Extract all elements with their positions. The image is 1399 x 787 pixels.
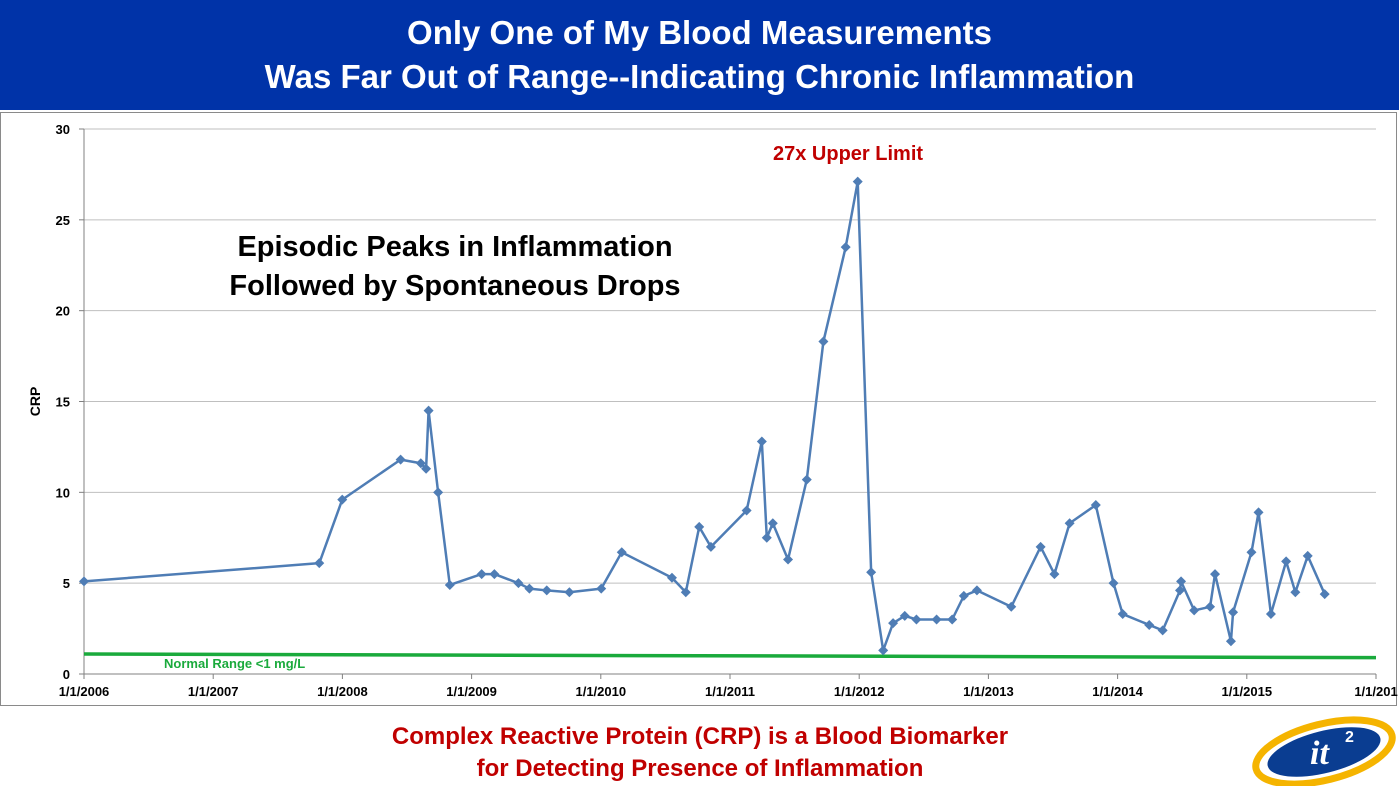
crp-data-point bbox=[958, 590, 969, 601]
x-tick-label: 1/1/2013 bbox=[963, 684, 1014, 699]
crp-data-point bbox=[1157, 625, 1168, 636]
crp-data-point bbox=[947, 614, 958, 625]
peak-annotation: 27x Upper Limit bbox=[773, 143, 924, 165]
crp-data-point bbox=[395, 454, 406, 465]
crp-data-point bbox=[1064, 518, 1075, 529]
crp-data-point bbox=[314, 558, 325, 569]
y-tick-label: 5 bbox=[63, 576, 70, 591]
x-tick-label: 1/1/2010 bbox=[575, 684, 626, 699]
title-bar: Only One of My Blood Measurements Was Fa… bbox=[0, 0, 1399, 110]
crp-data-point bbox=[1176, 576, 1187, 587]
crp-data-point bbox=[1205, 601, 1216, 612]
crp-data-point bbox=[1281, 556, 1292, 567]
crp-data-point bbox=[931, 614, 942, 625]
y-tick-label: 25 bbox=[56, 213, 70, 228]
episodic-line-2: Followed by Spontaneous Drops bbox=[229, 270, 681, 302]
y-tick-label: 15 bbox=[56, 395, 70, 410]
title-line-2: Was Far Out of Range--Indicating Chronic… bbox=[264, 58, 1135, 95]
it2-logo: it 2 bbox=[1252, 716, 1396, 786]
y-axis-label: CRP bbox=[27, 387, 43, 417]
crp-data-point bbox=[852, 176, 863, 187]
crp-data-point bbox=[524, 583, 535, 594]
crp-data-point bbox=[513, 578, 524, 589]
x-tick-label: 1/1/2012 bbox=[834, 684, 885, 699]
crp-data-point bbox=[1049, 569, 1060, 580]
y-tick-label: 30 bbox=[56, 122, 70, 137]
crp-data-point bbox=[666, 572, 677, 583]
title-line-1: Only One of My Blood Measurements bbox=[407, 14, 992, 51]
crp-data-point bbox=[1090, 500, 1101, 511]
crp-data-point bbox=[1225, 636, 1236, 647]
crp-data-point bbox=[616, 547, 627, 558]
crp-data-point bbox=[1006, 601, 1017, 612]
crp-data-point bbox=[680, 587, 691, 598]
crp-data-point bbox=[1035, 541, 1046, 552]
episodic-annotation: Episodic Peaks in Inflammation Followed … bbox=[190, 228, 720, 306]
caption-line-1: Complex Reactive Protein (CRP) is a Bloo… bbox=[391, 723, 1009, 750]
crp-data-point bbox=[1144, 619, 1155, 630]
crp-data-point bbox=[423, 405, 434, 416]
logo-text: it bbox=[1310, 735, 1330, 772]
x-tick-label: 1/1/2009 bbox=[446, 684, 497, 699]
logo-core bbox=[1267, 727, 1381, 777]
crp-data-point bbox=[866, 567, 877, 578]
crp-data-point bbox=[1265, 609, 1276, 620]
crp-data-point bbox=[694, 521, 705, 532]
x-tick-label: 1/1/2007 bbox=[188, 684, 239, 699]
crp-data-point bbox=[421, 463, 432, 474]
crp-data-point bbox=[761, 532, 772, 543]
crp-data-point bbox=[444, 579, 455, 590]
crp-data-point bbox=[818, 336, 829, 347]
chart-frame bbox=[0, 112, 1397, 706]
crp-data-point bbox=[878, 645, 889, 656]
crp-data-point bbox=[564, 587, 575, 598]
crp-data-point bbox=[971, 585, 982, 596]
episodic-line-1: Episodic Peaks in Inflammation bbox=[237, 231, 673, 263]
x-tick-label: 1/1/2008 bbox=[317, 684, 368, 699]
crp-data-point bbox=[415, 458, 426, 469]
crp-data-point bbox=[1175, 585, 1186, 596]
crp-data-point bbox=[596, 583, 607, 594]
caption-line-2: for Detecting Presence of Inflammation bbox=[476, 755, 924, 782]
crp-data-point bbox=[433, 487, 444, 498]
crp-data-point bbox=[911, 614, 922, 625]
x-tick-label: 1/1/2006 bbox=[59, 684, 110, 699]
crp-data-point bbox=[767, 518, 778, 529]
crp-data-point bbox=[337, 494, 348, 505]
crp-data-point bbox=[783, 554, 794, 565]
crp-data-point bbox=[1210, 569, 1221, 580]
y-tick-label: 20 bbox=[56, 304, 70, 319]
crp-data-point bbox=[79, 576, 89, 587]
crp-data-point bbox=[1253, 507, 1264, 518]
crp-data-point bbox=[840, 242, 851, 253]
crp-data-point bbox=[801, 474, 812, 485]
crp-data-point bbox=[1290, 587, 1301, 598]
crp-data-point bbox=[1302, 550, 1313, 561]
crp-data-point bbox=[756, 436, 767, 447]
crp-data-point bbox=[1189, 605, 1200, 616]
crp-data-point bbox=[1319, 589, 1330, 600]
crp-data-point bbox=[741, 505, 752, 516]
normal-range-line bbox=[83, 652, 1377, 660]
crp-data-point bbox=[888, 618, 899, 629]
y-tick-label: 0 bbox=[63, 667, 70, 682]
crp-data-point bbox=[1246, 547, 1257, 558]
x-tick-label: 1/1/201 bbox=[1354, 684, 1397, 699]
crp-data-point bbox=[1117, 609, 1128, 620]
x-tick-label: 1/1/2014 bbox=[1092, 684, 1143, 699]
crp-data-point bbox=[476, 569, 487, 580]
logo-superscript: 2 bbox=[1345, 729, 1354, 746]
x-tick-label: 1/1/2015 bbox=[1221, 684, 1272, 699]
crp-data-point bbox=[899, 610, 910, 621]
x-tick-label: 1/1/2011 bbox=[705, 684, 755, 699]
logo-swoosh bbox=[1252, 716, 1396, 786]
y-tick-label: 10 bbox=[56, 485, 70, 500]
crp-data-point bbox=[1108, 578, 1119, 589]
crp-data-point bbox=[489, 569, 500, 580]
crp-data-point bbox=[705, 541, 716, 552]
crp-data-point bbox=[1228, 607, 1239, 618]
normal-range-label: Normal Range <1 mg/L bbox=[164, 656, 306, 671]
crp-data-point bbox=[541, 585, 552, 596]
